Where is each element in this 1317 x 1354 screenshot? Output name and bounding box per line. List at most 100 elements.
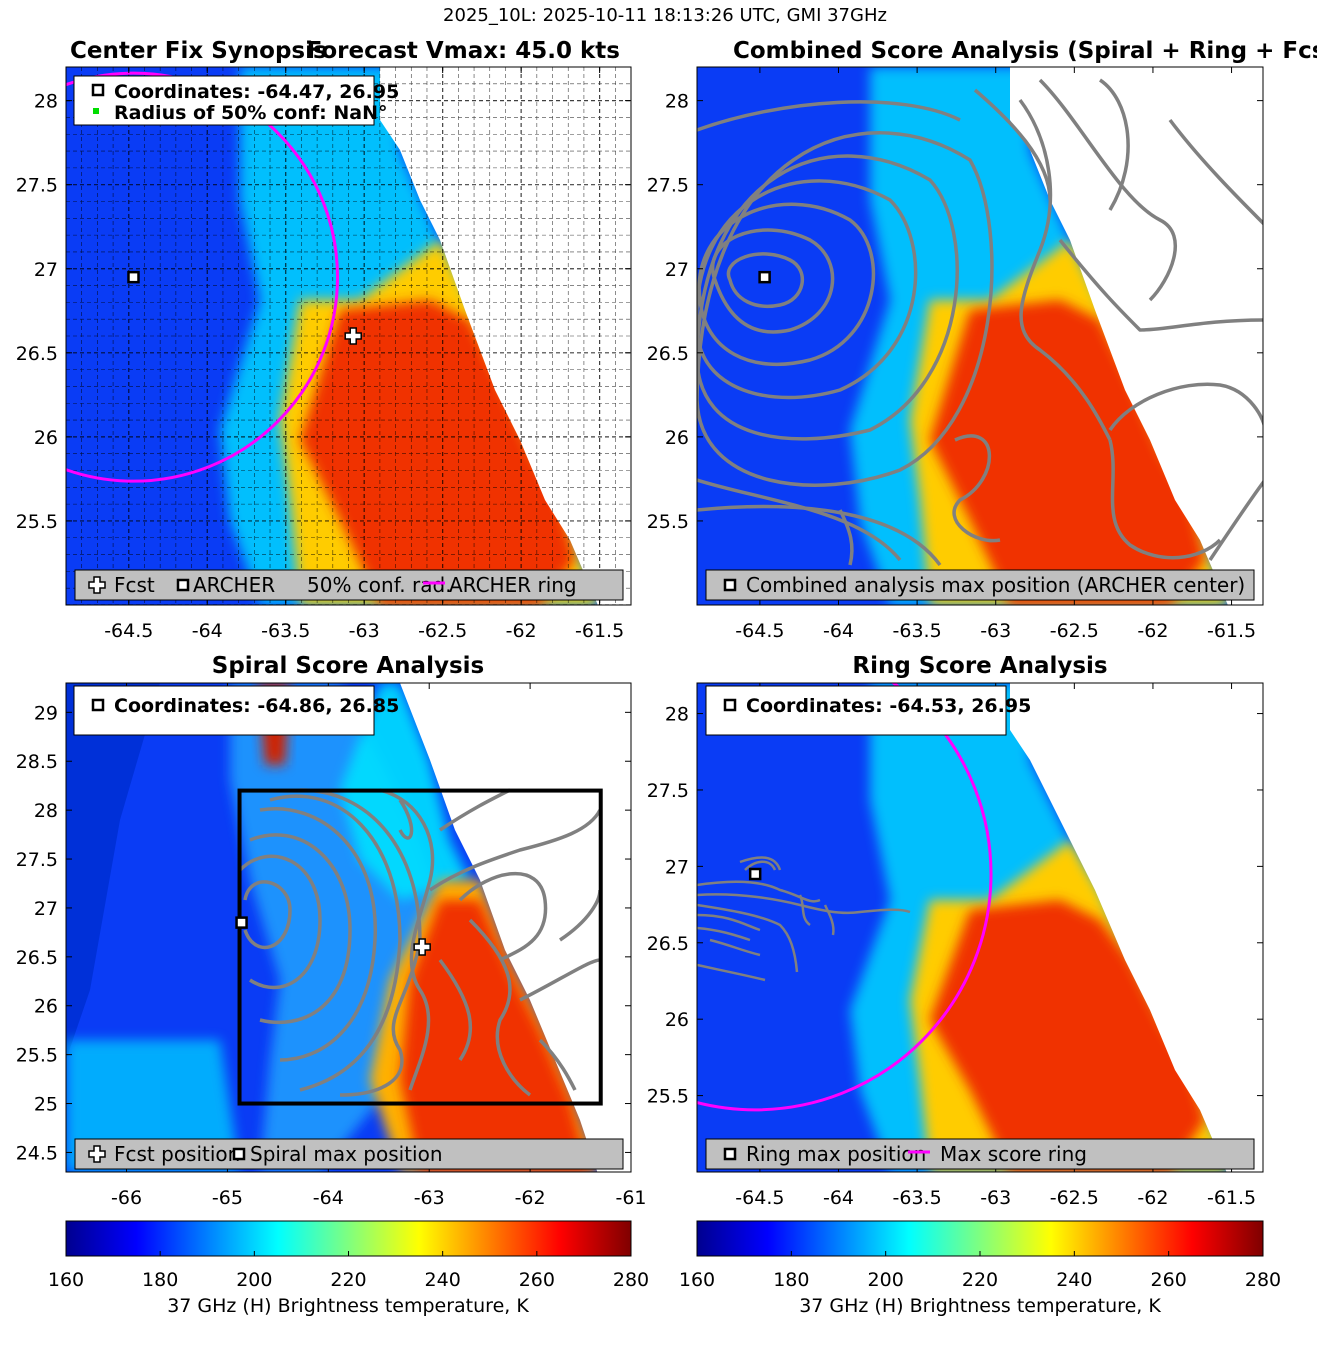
colorbar-tick-label: 200	[868, 1269, 904, 1291]
y-tick-label: 26	[34, 427, 58, 449]
y-tick-label: 26.5	[647, 343, 689, 365]
panel-spiral: Spiral Score Analysis	[16, 653, 647, 1209]
fcst-cross-icon	[88, 576, 106, 594]
swath-image	[697, 683, 1263, 1172]
spiral-marker-icon	[232, 1147, 246, 1161]
x-tick-label: -64	[823, 1187, 854, 1209]
info-line-coordinates: Coordinates: -64.47, 26.95	[114, 81, 399, 103]
y-tick-label: 28	[34, 91, 58, 113]
y-tick-label: 26	[665, 1009, 689, 1031]
y-tick-label: 26.5	[16, 343, 58, 365]
x-tick-label: -63	[414, 1187, 445, 1209]
archer-center-marker	[127, 270, 140, 284]
y-tick-label: 28	[665, 704, 689, 726]
info-line-coordinates: Coordinates: -64.86, 26.85	[114, 695, 399, 717]
x-ticks: -66 -65 -64 -63 -62 -61	[111, 683, 647, 1209]
colorbar-label: 37 GHz (H) Brightness temperature, K	[167, 1295, 529, 1317]
colorbar-tick-label: 240	[1056, 1269, 1092, 1291]
x-tick-label: -61.5	[1207, 620, 1256, 642]
spiral-max-marker	[235, 916, 248, 929]
y-tick-label: 28.5	[16, 751, 58, 773]
ring-score-contours	[697, 856, 911, 982]
y-ticks: 25.5 26 26.5 27 27.5 28	[16, 91, 631, 533]
figure-title: 2025_10L: 2025-10-11 18:13:26 UTC, GMI 3…	[443, 5, 887, 26]
combined-marker-icon	[723, 578, 737, 592]
y-tick-label: 27.5	[16, 175, 58, 197]
y-tick-label: 28	[34, 800, 58, 822]
axes-frame	[696, 682, 1264, 1173]
y-tick-label: 27	[34, 898, 58, 920]
spiral-contours	[238, 788, 602, 1097]
panel-combined-title: Combined Score Analysis (Spiral + Ring +…	[733, 38, 1317, 64]
legend-conf: 50% conf. rad.	[307, 573, 452, 597]
colorbar-tick-label: 180	[142, 1269, 178, 1291]
colorbar-gradient	[696, 1220, 1264, 1257]
panel-center-fix: Center Fix Synopsis Forecast Vmax: 45.0 …	[16, 38, 632, 642]
y-tick-label: 25.5	[16, 1045, 58, 1067]
info-line-coordinates: Coordinates: -64.53, 26.95	[746, 695, 1031, 717]
colorbar-right: 160 180 200 220 240 260 280 37 GHz (H) Brightn…	[679, 1220, 1281, 1317]
colorbar-tick-label: 240	[425, 1269, 461, 1291]
x-tick-label: -63	[980, 1187, 1011, 1209]
ring-marker-icon	[723, 698, 737, 712]
x-tick-label: -62	[515, 1187, 546, 1209]
panel-combined: Combined Score Analysis (Spiral + Ring +…	[647, 38, 1317, 642]
legend-fcst: Fcst	[114, 573, 155, 597]
colorbar-tick-label: 200	[236, 1269, 272, 1291]
combined-max-marker	[758, 270, 771, 284]
ring-marker-icon	[723, 1147, 737, 1161]
fcst-marker	[344, 327, 362, 345]
colorbar-ticks: 160 180 200 220 240 260 280	[48, 1251, 649, 1291]
legend-archer: ARCHER	[193, 573, 275, 597]
y-tick-label: 25.5	[16, 511, 58, 533]
info-box: Coordinates: -64.86, 26.85	[73, 685, 399, 736]
info-box: Coordinates: -64.47, 26.95 Radius of 50%…	[73, 75, 399, 126]
x-ticks: -64.5 -64 -63.5 -63 -62.5 -62 -61.5	[735, 67, 1256, 642]
x-tick-label: -61.5	[575, 620, 624, 642]
x-tick-label: -64	[313, 1187, 344, 1209]
legend-box: Fcst ARCHER 50% conf. rad. ARCHER ring	[74, 569, 624, 601]
x-tick-label: -62	[1137, 620, 1168, 642]
y-tick-label: 26	[34, 996, 58, 1018]
y-tick-label: 27	[34, 259, 58, 281]
x-tick-label: -63.5	[893, 620, 942, 642]
axes-frame	[696, 66, 1264, 606]
x-tick-label: -62	[506, 620, 537, 642]
x-tick-label: -61.5	[1207, 1187, 1256, 1209]
panel-center-fix-vmax: Forecast Vmax: 45.0 kts	[307, 38, 620, 64]
conf-dot-icon	[93, 108, 99, 114]
y-tick-label: 24.5	[16, 1142, 58, 1164]
y-ticks: 24.5 25 25.5 26 26.5 27 27.5 28 28.5 29	[16, 702, 631, 1164]
colorbar-tick-label: 280	[613, 1269, 649, 1291]
ring-max-marker	[748, 867, 762, 881]
colorbar-tick-label: 260	[1151, 1269, 1187, 1291]
colorbar-tick-label: 160	[48, 1269, 84, 1291]
colorbar-gradient	[65, 1220, 632, 1257]
legend-ring: ARCHER ring	[449, 573, 577, 597]
x-tick-label: -61	[615, 1187, 646, 1209]
max-score-ring	[697, 683, 993, 1112]
y-tick-label: 27.5	[647, 175, 689, 197]
x-tick-label: -64	[192, 620, 223, 642]
colorbar-tick-label: 280	[1245, 1269, 1281, 1291]
colorbar-left: 160 180 200 220 240 260 280 37 GHz (H) Brightn…	[48, 1220, 649, 1317]
axes-frame	[65, 66, 632, 606]
x-ticks: -64.5 -64 -63.5 -63 -62.5 -62 -61.5	[735, 683, 1256, 1209]
x-tick-label: -62.5	[1050, 620, 1099, 642]
y-tick-label: 27.5	[16, 849, 58, 871]
x-tick-label: -66	[111, 1187, 142, 1209]
x-tick-label: -62.5	[1050, 1187, 1099, 1209]
colorbar-tick-label: 160	[679, 1269, 715, 1291]
y-tick-label: 25.5	[647, 511, 689, 533]
spiral-marker-icon	[91, 698, 105, 712]
colorbar-tick-label: 180	[773, 1269, 809, 1291]
x-tick-label: -62	[1137, 1187, 1168, 1209]
x-ticks: -64.5 -64 -63.5 -63 -62.5 -62 -61.5	[104, 67, 624, 642]
archer-marker-icon	[91, 83, 105, 97]
y-tick-label: 27	[665, 259, 689, 281]
x-tick-label: -64.5	[735, 620, 784, 642]
legend-combined: Combined analysis max position (ARCHER c…	[746, 573, 1245, 597]
colorbar-tick-label: 220	[330, 1269, 366, 1291]
legend-box: Combined analysis max position (ARCHER c…	[705, 569, 1255, 601]
